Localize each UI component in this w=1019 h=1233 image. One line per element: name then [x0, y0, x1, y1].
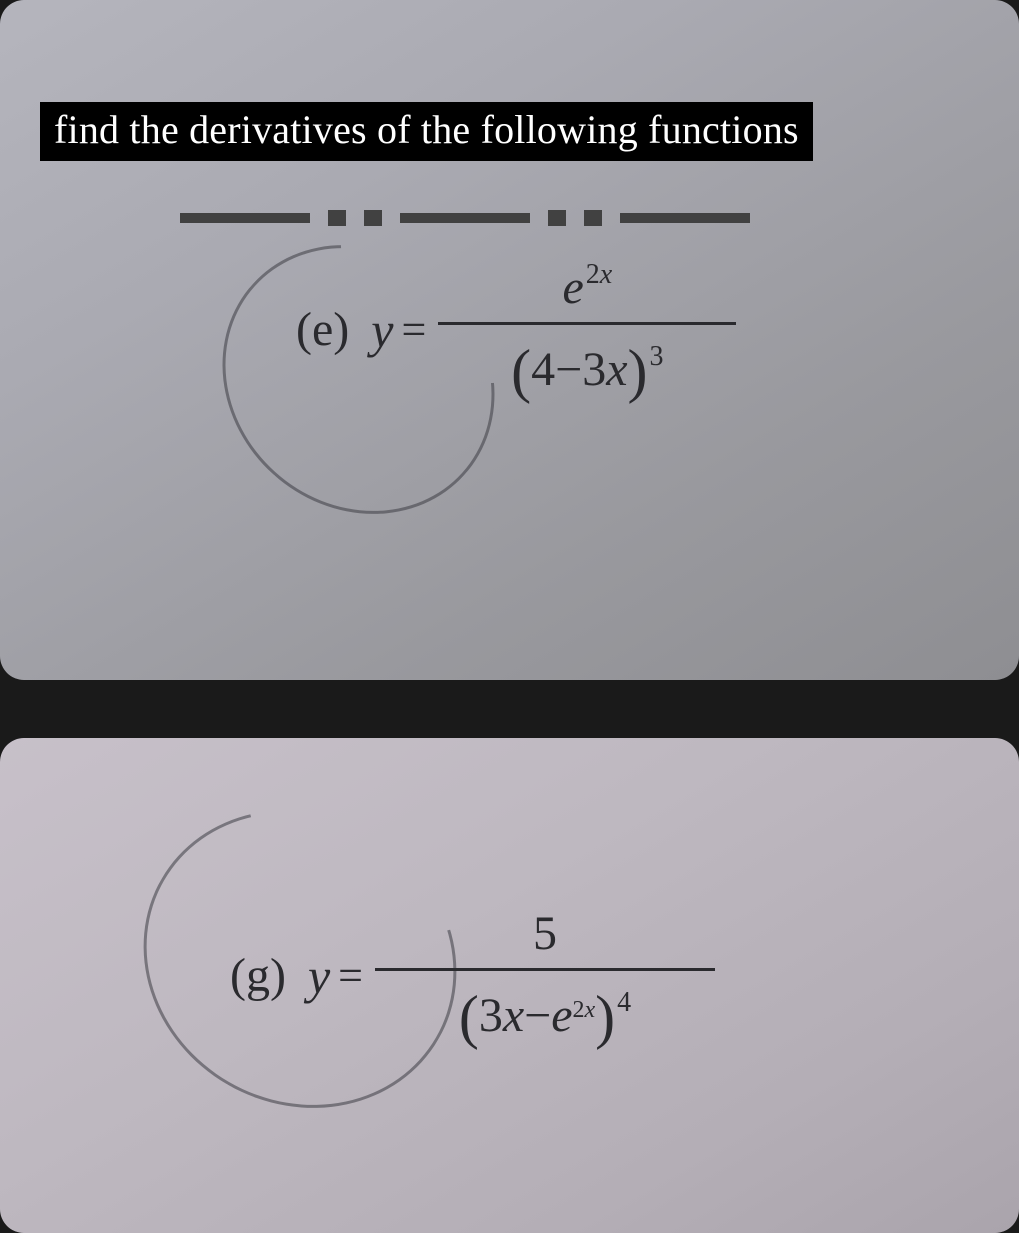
dash-segment — [620, 213, 750, 223]
fraction-bar — [438, 322, 736, 325]
num-5: 5 — [533, 910, 557, 958]
base-e: e — [562, 264, 583, 312]
outer-exponent: 4 — [617, 989, 631, 1017]
denominator-e: ( 4 − 3x ) 3 — [511, 329, 663, 401]
dash-segment — [180, 213, 310, 223]
numerator-e: e 2x — [562, 258, 612, 318]
problem-label-g: (g) — [230, 948, 286, 1003]
variable-y: y — [308, 947, 330, 1005]
minus: − — [524, 992, 551, 1040]
coef-3: 3 — [479, 992, 503, 1040]
close-paren: ) — [628, 341, 648, 401]
exp-var: x — [600, 259, 612, 290]
exp-var: x — [585, 997, 596, 1023]
variable-y: y — [371, 301, 393, 359]
close-paren: ) — [595, 987, 615, 1047]
equation-g: (g) y = 5 ( 3x − e 2x ) 4 — [230, 904, 715, 1047]
outer-exponent: 3 — [649, 343, 663, 371]
equals-sign: = — [401, 304, 426, 355]
instruction-banner: find the derivatives of the following fu… — [40, 102, 813, 161]
inner-exponent: 2x — [573, 998, 596, 1022]
fraction-g: 5 ( 3x − e 2x ) 4 — [375, 904, 715, 1047]
open-paren: ( — [459, 987, 479, 1047]
fraction-e: e 2x ( 4 − 3x ) 3 — [438, 258, 736, 401]
exp-coef: 2 — [573, 997, 585, 1023]
problem-label-e: (e) — [296, 302, 349, 357]
numerator-g: 5 — [533, 904, 557, 964]
minus: − — [555, 346, 582, 394]
dash-segment — [584, 210, 602, 226]
exponent-e-num: 2x — [586, 261, 612, 289]
dash-segment — [328, 210, 346, 226]
coef-3: 3 — [582, 346, 606, 394]
fraction-bar — [375, 968, 715, 971]
term-4: 4 — [531, 346, 555, 394]
var-x: x — [606, 346, 627, 394]
divider-dashes — [180, 210, 1019, 226]
bottom-panel: (g) y = 5 ( 3x − e 2x ) 4 — [0, 738, 1019, 1233]
dash-segment — [548, 210, 566, 226]
instruction-text: find the derivatives of the following fu… — [54, 107, 799, 152]
dash-segment — [364, 210, 382, 226]
base-e: e — [551, 992, 572, 1040]
top-panel: find the derivatives of the following fu… — [0, 0, 1019, 680]
var-x: x — [503, 992, 524, 1040]
equation-e: (e) y = e 2x ( 4 − 3x ) 3 — [296, 258, 736, 401]
dash-segment — [400, 213, 530, 223]
equals-sign: = — [338, 950, 363, 1001]
exp-coef: 2 — [586, 259, 600, 290]
denominator-g: ( 3x − e 2x ) 4 — [459, 975, 631, 1047]
open-paren: ( — [511, 341, 531, 401]
